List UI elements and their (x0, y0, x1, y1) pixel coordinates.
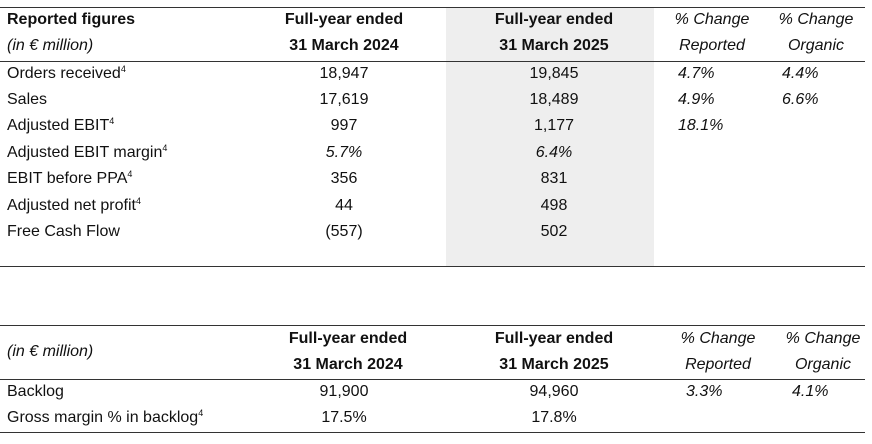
table-row-fy2024: 17,619 (319, 91, 369, 108)
table-row-fy2025: 18,489 (529, 91, 579, 108)
table1-col-fy2025-line1: Full-year ended (494, 11, 614, 28)
table-row-label: Gross margin % in backlog4 (7, 408, 204, 427)
table-row-fy2025: 19,845 (529, 65, 579, 82)
table2-bottom-rule (0, 432, 865, 433)
table1-col-reported-line1: % Change (674, 11, 750, 28)
table-row-reported: 3.3% (686, 383, 723, 400)
table1-title: Reported figures (7, 11, 136, 28)
table1-col-reported-line2: Reported (679, 37, 745, 54)
table2-unit: (in € million) (7, 343, 94, 360)
table-row-label: Backlog (7, 383, 64, 400)
table-row-fy2024: 356 (330, 170, 358, 187)
table-row-label: EBIT before PPA4 (7, 169, 133, 188)
table-row-label: Adjusted net profit4 (7, 196, 141, 215)
table2-col-fy2025-line2: 31 March 2025 (499, 356, 609, 373)
table1-header-rule (0, 61, 865, 62)
table-row-reported: 18.1% (678, 117, 724, 134)
table-row-fy2025: 6.4% (535, 144, 573, 161)
table-row-label: Sales (7, 91, 48, 108)
table2-col-fy2025-line1: Full-year ended (494, 330, 614, 347)
table-row-fy2024: 91,900 (319, 383, 369, 400)
table-row-fy2024: 18,947 (319, 65, 369, 82)
table-row-fy2025: 17.8% (531, 409, 577, 426)
table2-col-fy2024-line1: Full-year ended (288, 330, 408, 347)
table2-col-reported-line1: % Change (680, 330, 756, 347)
table-row-organic: 4.1% (792, 383, 829, 400)
table-row-fy2025: 1,177 (533, 117, 575, 134)
table1-col-fy2024-line1: Full-year ended (284, 11, 404, 28)
table-row-label: Adjusted EBIT4 (7, 116, 115, 135)
table-row-organic: 4.4% (782, 65, 819, 82)
table1-col-fy2024-line2: 31 March 2024 (289, 37, 399, 54)
table-row-fy2024: (557) (325, 223, 363, 240)
table2-col-fy2024-line2: 31 March 2024 (293, 356, 403, 373)
table1-unit: (in € million) (7, 37, 94, 54)
table-row-label: Orders received4 (7, 64, 126, 83)
table2-col-reported-line2: Reported (685, 356, 751, 373)
table1-bottom-rule (0, 266, 865, 267)
table-row-label: Free Cash Flow (7, 223, 120, 240)
table-row-fy2025: 498 (540, 197, 568, 214)
table-row-fy2024: 997 (330, 117, 358, 134)
table1-col-fy2025-line2: 31 March 2025 (499, 37, 609, 54)
table2-col-organic-line1: % Change (785, 330, 861, 347)
table-row-fy2024: 5.7% (325, 144, 363, 161)
fy2025-column-shading (446, 8, 654, 266)
table-row-fy2025: 94,960 (529, 383, 579, 400)
table-row-fy2024: 17.5% (321, 409, 367, 426)
table1-col-organic-line1: % Change (778, 11, 854, 28)
table2-top-rule (0, 325, 865, 326)
table1-col-organic-line2: Organic (787, 37, 845, 54)
table-row-fy2025: 502 (540, 223, 568, 240)
table2-col-organic-line2: Organic (794, 356, 852, 373)
table-row-organic: 6.6% (782, 91, 819, 108)
table1-top-rule (0, 7, 865, 8)
table-row-fy2025: 831 (540, 170, 568, 187)
table-row-reported: 4.9% (678, 91, 715, 108)
table2-header-rule (0, 379, 865, 380)
table-row-label: Adjusted EBIT margin4 (7, 143, 168, 162)
table-row-reported: 4.7% (678, 65, 715, 82)
table-row-fy2024: 44 (335, 197, 353, 214)
